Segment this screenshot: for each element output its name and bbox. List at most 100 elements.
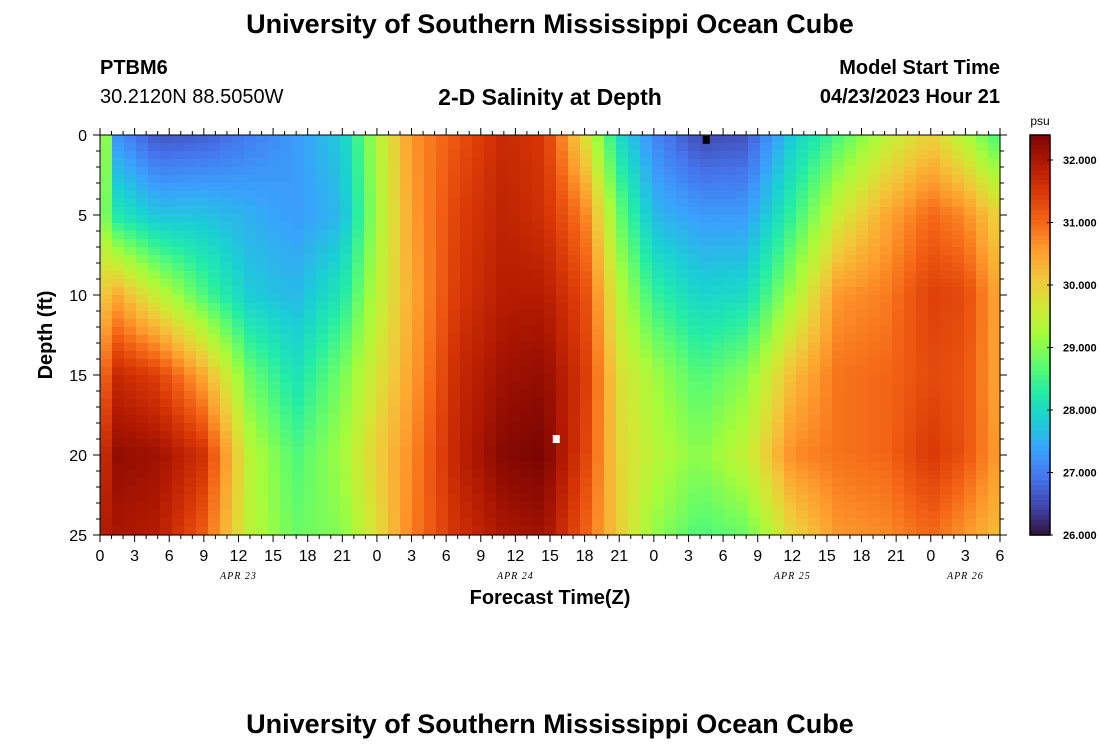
heatmap-cell xyxy=(724,175,737,184)
heatmap-cell xyxy=(796,487,809,496)
heatmap-cell xyxy=(868,175,881,184)
heatmap-cell xyxy=(472,415,485,424)
heatmap-cell xyxy=(700,503,713,512)
heatmap-cell xyxy=(364,191,377,200)
x-tick-label: 0 xyxy=(372,548,381,565)
heatmap-cell xyxy=(460,223,473,232)
heatmap-cell xyxy=(244,271,257,280)
heatmap-cell xyxy=(124,495,137,504)
heatmap-cell xyxy=(796,223,809,232)
heatmap-cell xyxy=(388,383,401,392)
heatmap-cell xyxy=(256,367,269,376)
heatmap-cell xyxy=(196,215,209,224)
heatmap-cell xyxy=(112,175,125,184)
heatmap-cell xyxy=(688,143,701,152)
heatmap-cell xyxy=(484,471,497,480)
heatmap-cell xyxy=(964,463,977,472)
heatmap-cell xyxy=(376,215,389,224)
heatmap-cell xyxy=(568,255,581,264)
heatmap-cell xyxy=(928,247,941,256)
heatmap-cell xyxy=(280,319,293,328)
heatmap-cell xyxy=(232,383,245,392)
heatmap-cell xyxy=(616,319,629,328)
heatmap-cell xyxy=(700,143,713,152)
heatmap-cell xyxy=(472,519,485,528)
heatmap-cell xyxy=(556,159,569,168)
colorbar-segment xyxy=(1030,445,1050,451)
heatmap-cell xyxy=(772,367,785,376)
heatmap-cell xyxy=(736,311,749,320)
heatmap-cell xyxy=(688,503,701,512)
heatmap-cell xyxy=(928,319,941,328)
heatmap-cell xyxy=(520,519,533,528)
heatmap-cell xyxy=(172,287,185,296)
heatmap-cell xyxy=(352,327,365,336)
heatmap-cell xyxy=(796,359,809,368)
heatmap-cell xyxy=(280,511,293,520)
heatmap-cell xyxy=(760,359,773,368)
heatmap-cell xyxy=(892,367,905,376)
heatmap-cell xyxy=(964,207,977,216)
heatmap-cell xyxy=(772,351,785,360)
heatmap-cell xyxy=(244,199,257,208)
heatmap-cell xyxy=(892,175,905,184)
heatmap-cell xyxy=(652,311,665,320)
heatmap-cell xyxy=(340,263,353,272)
heatmap-cell xyxy=(652,207,665,216)
heatmap-cell xyxy=(100,263,113,272)
heatmap-cell xyxy=(448,479,461,488)
heatmap-cell xyxy=(580,399,593,408)
heatmap-cell xyxy=(820,375,833,384)
heatmap-cell xyxy=(940,295,953,304)
heatmap-cell xyxy=(196,167,209,176)
heatmap-cell xyxy=(544,407,557,416)
colorbar-segment xyxy=(1030,195,1050,201)
station-id: PTBM6 xyxy=(100,57,168,79)
heatmap-cell xyxy=(232,303,245,312)
heatmap-cell xyxy=(400,279,413,288)
heatmap-cell xyxy=(628,359,641,368)
heatmap-cell xyxy=(904,503,917,512)
heatmap-cell xyxy=(892,463,905,472)
heatmap-cell xyxy=(964,143,977,152)
heatmap-cell xyxy=(136,495,149,504)
heatmap-cell xyxy=(184,431,197,440)
heatmap-cell xyxy=(928,375,941,384)
heatmap-cell xyxy=(664,271,677,280)
heatmap-cell xyxy=(712,391,725,400)
heatmap-cell xyxy=(640,519,653,528)
heatmap-cell xyxy=(352,175,365,184)
heatmap-cell xyxy=(976,463,989,472)
heatmap-cell xyxy=(340,135,353,144)
heatmap-cell xyxy=(676,487,689,496)
heatmap-cell xyxy=(364,415,377,424)
heatmap-cell xyxy=(724,495,737,504)
heatmap-cell xyxy=(952,415,965,424)
heatmap-cell xyxy=(304,375,317,384)
heatmap-cell xyxy=(148,407,161,416)
colorbar-segment xyxy=(1030,265,1050,271)
heatmap-cell xyxy=(892,303,905,312)
heatmap-cell xyxy=(964,407,977,416)
heatmap-cell xyxy=(508,391,521,400)
heatmap-cell xyxy=(736,391,749,400)
heatmap-cell xyxy=(904,263,917,272)
heatmap-cell xyxy=(916,183,929,192)
heatmap-cell xyxy=(316,367,329,376)
heatmap-cell xyxy=(724,271,737,280)
heatmap-cell xyxy=(400,183,413,192)
heatmap-cell xyxy=(592,431,605,440)
heatmap-cell xyxy=(628,215,641,224)
heatmap-cell xyxy=(868,263,881,272)
colorbar-segment xyxy=(1030,475,1050,481)
heatmap-cell xyxy=(112,415,125,424)
heatmap-cell xyxy=(196,407,209,416)
heatmap-cell xyxy=(184,463,197,472)
heatmap-cell xyxy=(736,423,749,432)
heatmap-cell xyxy=(532,407,545,416)
heatmap-cell xyxy=(832,255,845,264)
heatmap-cell xyxy=(952,439,965,448)
heatmap-cell xyxy=(616,263,629,272)
heatmap-cell xyxy=(820,519,833,528)
heatmap-cell xyxy=(676,431,689,440)
